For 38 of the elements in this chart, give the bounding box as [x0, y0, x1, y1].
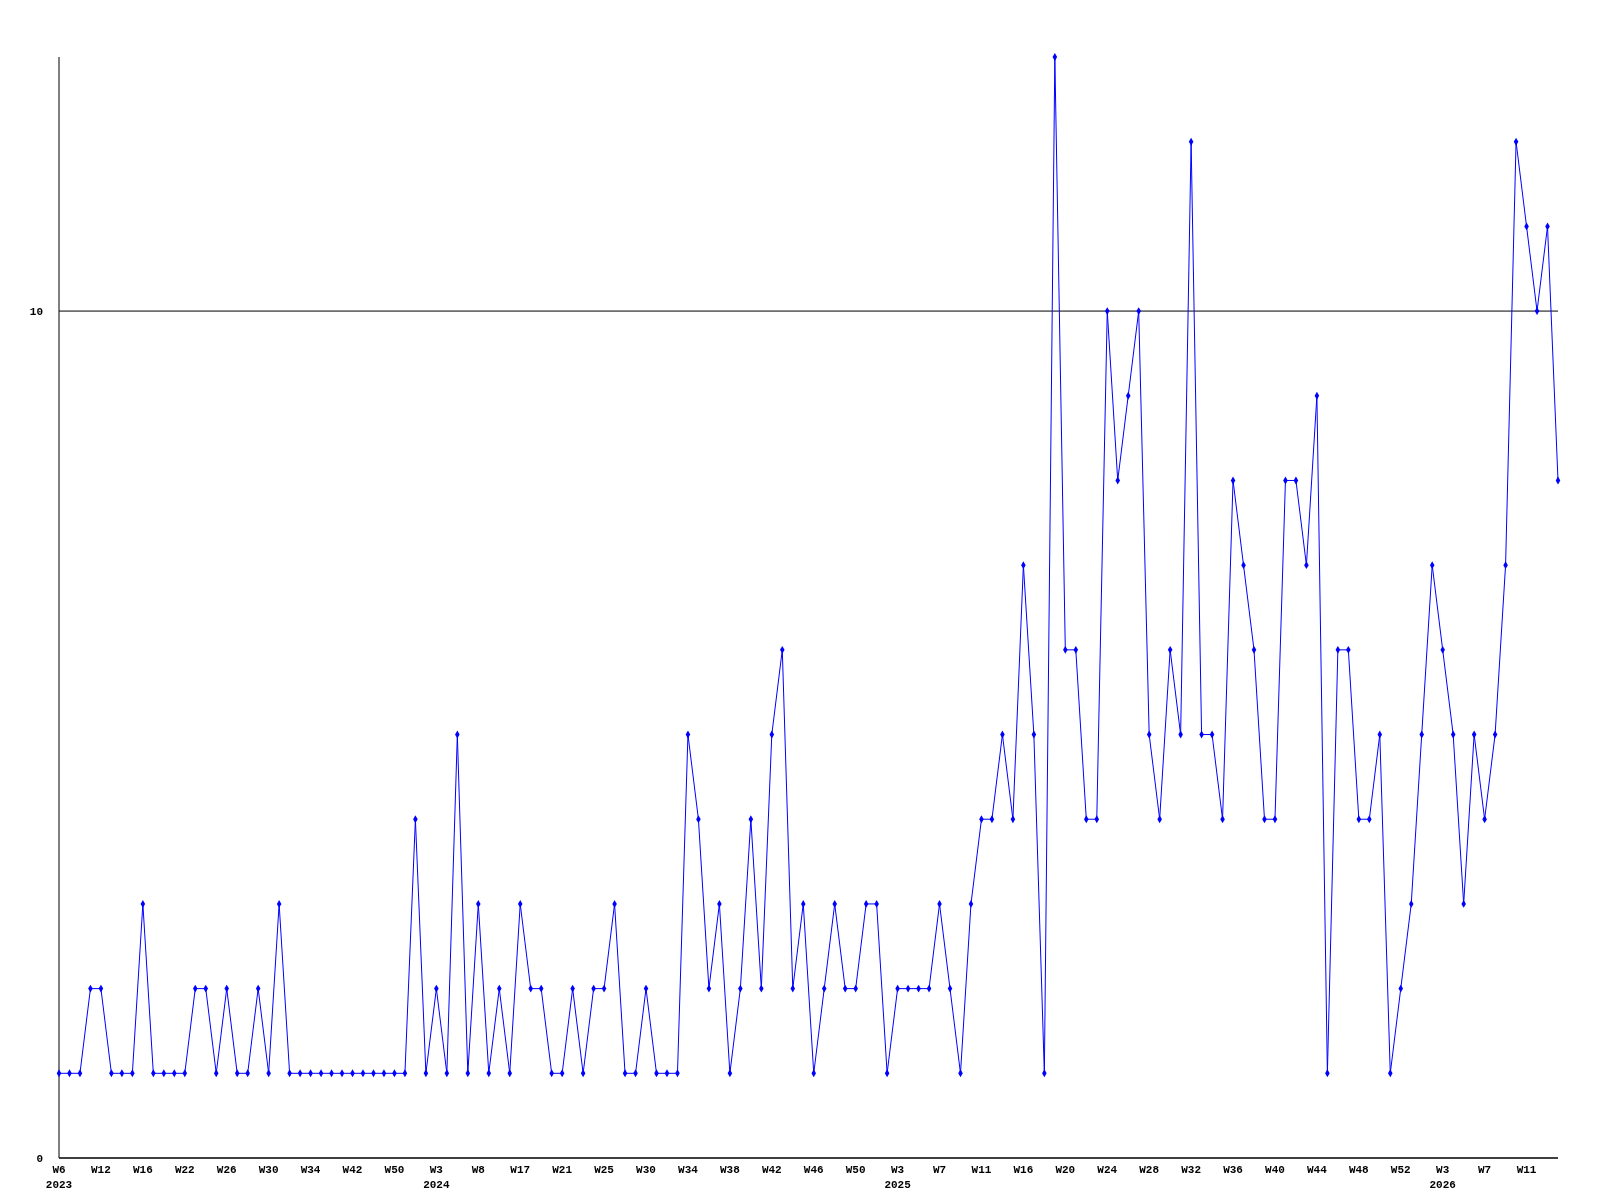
x-tick-label: W16 [132, 1164, 153, 1176]
x-tick-label: W3 2024 [423, 1164, 450, 1191]
x-tick-label: W11 [971, 1164, 992, 1176]
x-tick-label: W3 2026 [1429, 1164, 1456, 1191]
x-tick-label: W24 [1097, 1164, 1118, 1176]
x-tick-label: W7 [1478, 1164, 1492, 1176]
y-tick-label: 0 [36, 1152, 43, 1165]
x-tick-label: W50 [384, 1164, 405, 1176]
x-tick-label: W22 [174, 1164, 195, 1176]
x-tick-label: W34 [300, 1164, 321, 1176]
x-tick-label: W42 [761, 1164, 782, 1176]
x-tick-label: W30 [258, 1164, 279, 1176]
x-tick-label: W30 [636, 1164, 656, 1176]
x-tick-label: W26 [216, 1164, 237, 1176]
x-tick-label: W8 [471, 1164, 486, 1176]
x-tick-label: W17 [510, 1164, 531, 1176]
x-tick-label: W52 [1390, 1164, 1411, 1176]
x-tick-label: W12 [91, 1164, 111, 1176]
x-tick-label: W7 [932, 1164, 947, 1176]
x-tick-label: W40 [1265, 1164, 1285, 1176]
y-tick-label: 10 [29, 305, 43, 318]
x-tick-label: W36 [1223, 1164, 1243, 1176]
x-tick-label: W28 [1139, 1164, 1160, 1176]
x-tick-label: W25 [594, 1164, 615, 1176]
x-tick-label: W44 [1307, 1164, 1328, 1176]
x-tick-label: W42 [342, 1164, 363, 1176]
x-tick-label: W50 [845, 1164, 866, 1176]
x-tick-label: W11 [1516, 1164, 1537, 1176]
x-tick-label: W46 [803, 1164, 824, 1176]
x-tick-label: W20 [1055, 1164, 1076, 1176]
x-tick-label: W32 [1181, 1164, 1202, 1176]
x-tick-label: W16 [1013, 1164, 1034, 1176]
x-tick-label: W38 [719, 1164, 741, 1176]
x-tick-label: W34 [678, 1164, 699, 1176]
x-tick-label: W21 [552, 1164, 573, 1176]
x-tick-label: W3 2025 [884, 1164, 912, 1191]
x-tick-label: W6 2023 [45, 1164, 73, 1191]
x-tick-label: W48 [1348, 1164, 1370, 1176]
